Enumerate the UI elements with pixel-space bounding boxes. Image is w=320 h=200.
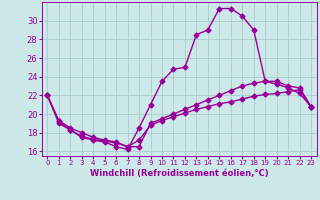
X-axis label: Windchill (Refroidissement éolien,°C): Windchill (Refroidissement éolien,°C) xyxy=(90,169,268,178)
